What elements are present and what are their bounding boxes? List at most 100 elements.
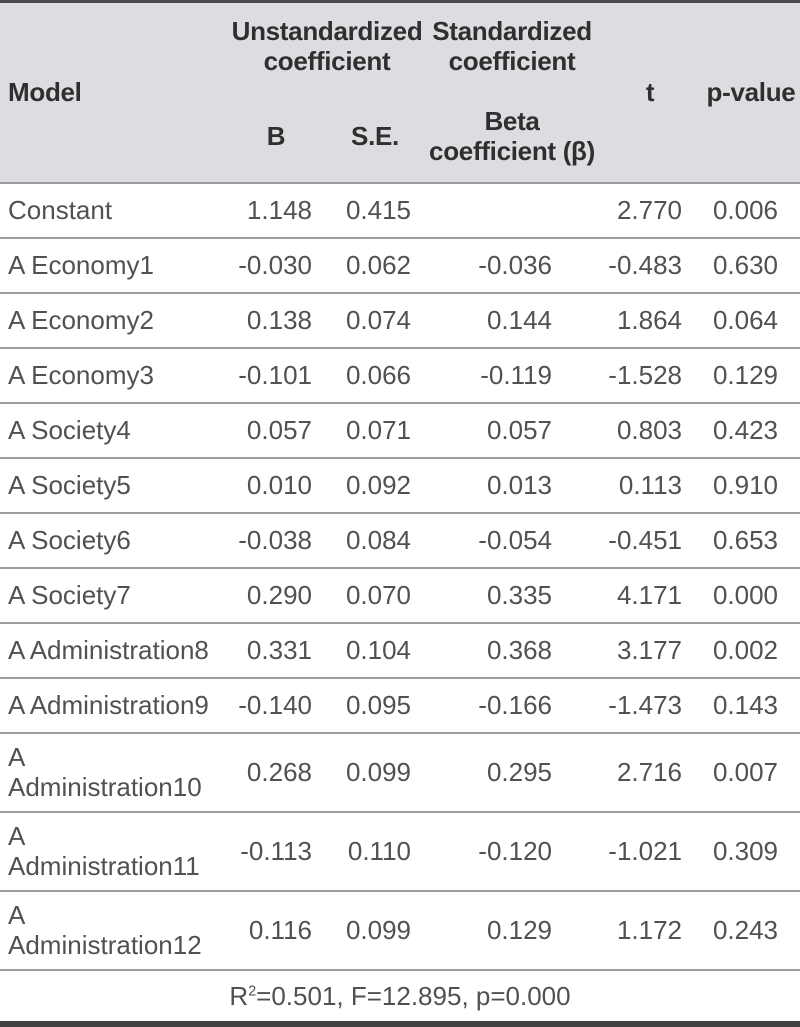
beta-value-cell: 0.144 [426, 293, 599, 348]
beta-value-cell: -0.166 [426, 678, 599, 733]
table-body: Constant 1.148 0.415 2.770 0.006 A Econo… [0, 183, 800, 970]
p-value-cell: 0.143 [702, 678, 800, 733]
se-value-cell: 0.099 [324, 891, 427, 970]
p-value-cell: 0.309 [702, 812, 800, 891]
p-value-cell: 0.129 [702, 348, 800, 403]
beta-value-cell: 0.335 [426, 568, 599, 623]
t-value-cell: -1.021 [598, 812, 703, 891]
b-value-cell: -0.140 [228, 678, 324, 733]
t-value-cell: 1.864 [598, 293, 703, 348]
header-t: t [598, 1, 703, 183]
p-value-cell: 0.910 [702, 458, 800, 513]
t-value-cell: 2.716 [598, 733, 703, 812]
t-value-cell: 0.803 [598, 403, 703, 458]
model-name-cell: A Administration8 [0, 623, 228, 678]
model-name-cell: A Administration10 [0, 733, 228, 812]
table-header: Model Unstandardized coefficient Standar… [0, 1, 800, 183]
b-value-cell: 0.116 [228, 891, 324, 970]
model-name-cell: A Administration11 [0, 812, 228, 891]
t-value-cell: -1.528 [598, 348, 703, 403]
t-value-cell: 2.770 [598, 183, 703, 238]
table-row: A Administration9 -0.140 0.095 -0.166 -1… [0, 678, 800, 733]
table-row: A Society4 0.057 0.071 0.057 0.803 0.423 [0, 403, 800, 458]
model-name-cell: A Administration12 [0, 891, 228, 970]
beta-value-cell: 0.295 [426, 733, 599, 812]
model-name-cell: Constant [0, 183, 228, 238]
p-value-cell: 0.006 [702, 183, 800, 238]
se-value-cell: 0.095 [324, 678, 427, 733]
p-value-cell: 0.243 [702, 891, 800, 970]
beta-value-cell: 0.057 [426, 403, 599, 458]
model-name-cell: A Economy2 [0, 293, 228, 348]
header-p-value: p-value [702, 1, 800, 183]
model-name-cell: A Society5 [0, 458, 228, 513]
b-value-cell: 0.057 [228, 403, 324, 458]
se-value-cell: 0.084 [324, 513, 427, 568]
b-value-cell: -0.030 [228, 238, 324, 293]
se-value-cell: 0.074 [324, 293, 427, 348]
se-value-cell: 0.415 [324, 183, 427, 238]
p-value-cell: 0.630 [702, 238, 800, 293]
header-unstandardized-coefficient: Unstandardized coefficient [228, 1, 427, 91]
p-value-cell: 0.007 [702, 733, 800, 812]
beta-value-cell: -0.036 [426, 238, 599, 293]
b-value-cell: 0.290 [228, 568, 324, 623]
b-value-cell: -0.101 [228, 348, 324, 403]
se-value-cell: 0.099 [324, 733, 427, 812]
se-value-cell: 0.104 [324, 623, 427, 678]
t-value-cell: 3.177 [598, 623, 703, 678]
beta-value-cell: -0.119 [426, 348, 599, 403]
model-name-cell: A Society6 [0, 513, 228, 568]
header-b: B [228, 91, 324, 183]
table-row: A Society6 -0.038 0.084 -0.054 -0.451 0.… [0, 513, 800, 568]
header-se: S.E. [324, 91, 427, 183]
b-value-cell: -0.038 [228, 513, 324, 568]
model-name-cell: A Economy3 [0, 348, 228, 403]
b-value-cell: -0.113 [228, 812, 324, 891]
p-value-cell: 0.653 [702, 513, 800, 568]
r-squared-exponent: 2 [248, 982, 257, 999]
p-value-cell: 0.423 [702, 403, 800, 458]
se-value-cell: 0.070 [324, 568, 427, 623]
b-value-cell: 0.268 [228, 733, 324, 812]
table-row: A Society7 0.290 0.070 0.335 4.171 0.000 [0, 568, 800, 623]
table-row: A Administration8 0.331 0.104 0.368 3.17… [0, 623, 800, 678]
table-row: A Administration12 0.116 0.099 0.129 1.1… [0, 891, 800, 970]
header-standardized-coefficient: Standardized coefficient [426, 1, 599, 91]
t-value-cell: 1.172 [598, 891, 703, 970]
se-value-cell: 0.066 [324, 348, 427, 403]
table-row: A Society5 0.010 0.092 0.013 0.113 0.910 [0, 458, 800, 513]
table-footer: R2=0.501, F=12.895, p=0.000 [0, 969, 800, 1024]
table-row: A Economy3 -0.101 0.066 -0.119 -1.528 0.… [0, 348, 800, 403]
beta-value-cell [426, 183, 599, 238]
b-value-cell: 0.138 [228, 293, 324, 348]
b-value-cell: 0.331 [228, 623, 324, 678]
model-name-cell: A Society4 [0, 403, 228, 458]
model-name-cell: A Society7 [0, 568, 228, 623]
table-row: A Administration11 -0.113 0.110 -0.120 -… [0, 812, 800, 891]
b-value-cell: 0.010 [228, 458, 324, 513]
se-value-cell: 0.071 [324, 403, 427, 458]
b-value-cell: 1.148 [228, 183, 324, 238]
beta-value-cell: -0.120 [426, 812, 599, 891]
beta-value-cell: -0.054 [426, 513, 599, 568]
t-value-cell: -1.473 [598, 678, 703, 733]
se-value-cell: 0.110 [324, 812, 427, 891]
summary-values: =0.501, F=12.895, p=0.000 [256, 980, 571, 1011]
t-value-cell: -0.451 [598, 513, 703, 568]
table-row: Constant 1.148 0.415 2.770 0.006 [0, 183, 800, 238]
table-row: A Economy1 -0.030 0.062 -0.036 -0.483 0.… [0, 238, 800, 293]
beta-value-cell: 0.013 [426, 458, 599, 513]
model-name-cell: A Economy1 [0, 238, 228, 293]
header-model: Model [0, 1, 228, 183]
model-summary: R2=0.501, F=12.895, p=0.000 [0, 969, 800, 1024]
p-value-cell: 0.000 [702, 568, 800, 623]
p-value-cell: 0.064 [702, 293, 800, 348]
header-beta-coefficient: Beta coefficient (β) [426, 91, 599, 183]
model-name-cell: A Administration9 [0, 678, 228, 733]
beta-value-cell: 0.129 [426, 891, 599, 970]
table-row: A Economy2 0.138 0.074 0.144 1.864 0.064 [0, 293, 800, 348]
t-value-cell: 0.113 [598, 458, 703, 513]
t-value-cell: -0.483 [598, 238, 703, 293]
